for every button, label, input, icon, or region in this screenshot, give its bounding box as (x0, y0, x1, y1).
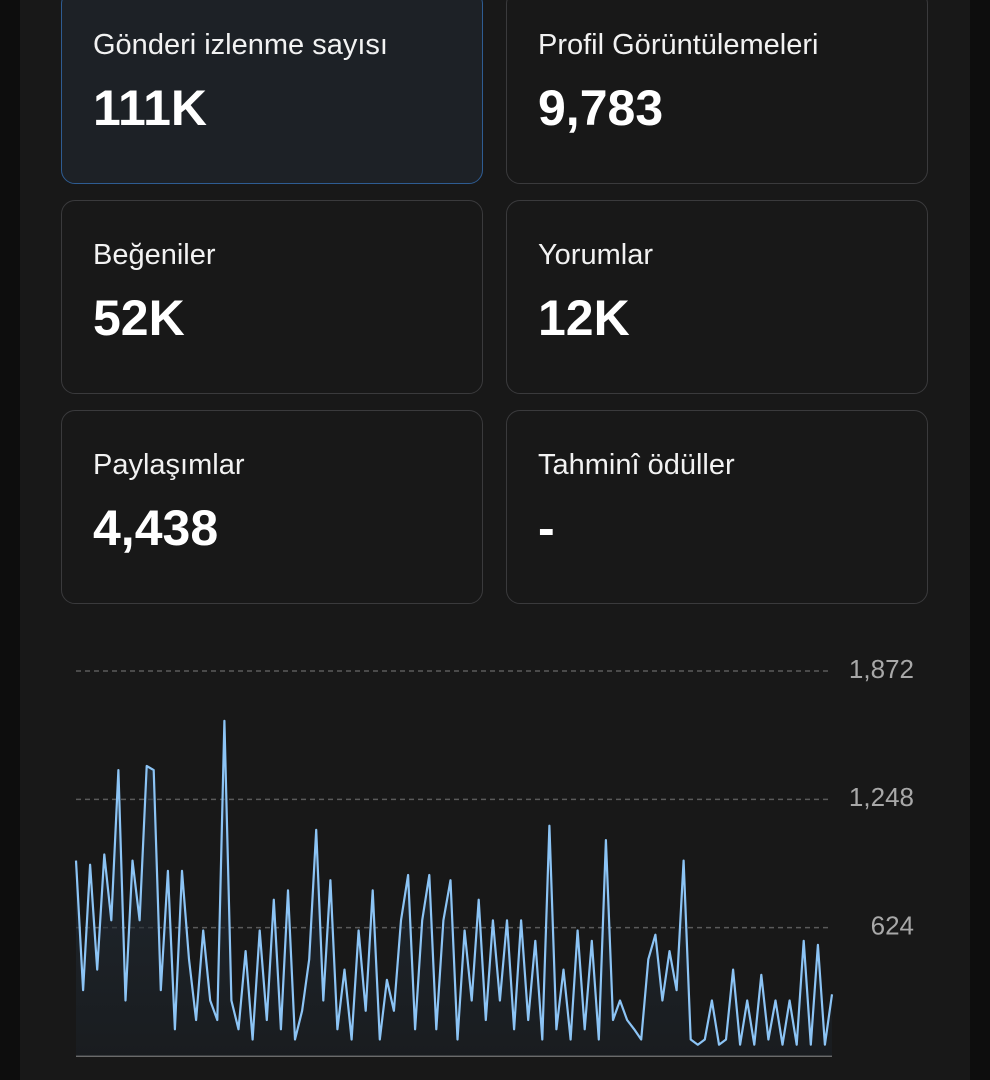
stat-label: Gönderi izlenme sayısı (93, 29, 388, 61)
stat-card: Beğeniler 52K (61, 200, 483, 394)
stat-value: 52K (93, 290, 185, 346)
stat-label: Paylaşımlar (93, 449, 245, 481)
stat-card: Tahminî ödüller - (506, 410, 928, 604)
stat-value: 111K (93, 80, 208, 136)
stat-value: 4,438 (93, 500, 219, 556)
stat-value: 12K (538, 290, 630, 346)
stat-card: Paylaşımlar 4,438 (61, 410, 483, 604)
views-chart: 624 1,248 1,872 (74, 654, 914, 1057)
analytics-screen: Gönderi izlenme sayısı 111K Profil Görüntü… (20, 0, 970, 1080)
stat-label: Profil Görüntülemeleri (538, 29, 819, 61)
stat-value: - (538, 500, 555, 556)
stat-label: Tahminî ödüller (538, 449, 735, 481)
area (76, 720, 832, 1056)
stat-label: Beğeniler (93, 239, 216, 271)
y-tick-label: 1,248 (849, 782, 914, 812)
stat-label: Yorumlar (538, 239, 653, 271)
stat-card: Yorumlar 12K (506, 200, 928, 394)
stat-card: Profil Görüntülemeleri 9,783 (506, 0, 928, 184)
line (74, 719, 834, 1046)
y-tick-label: 624 (871, 911, 914, 941)
stat-card[interactable]: Gönderi izlenme sayısı 111K (61, 0, 483, 184)
y-tick-label: 1,872 (849, 654, 914, 684)
stat-value: 9,783 (538, 80, 664, 136)
